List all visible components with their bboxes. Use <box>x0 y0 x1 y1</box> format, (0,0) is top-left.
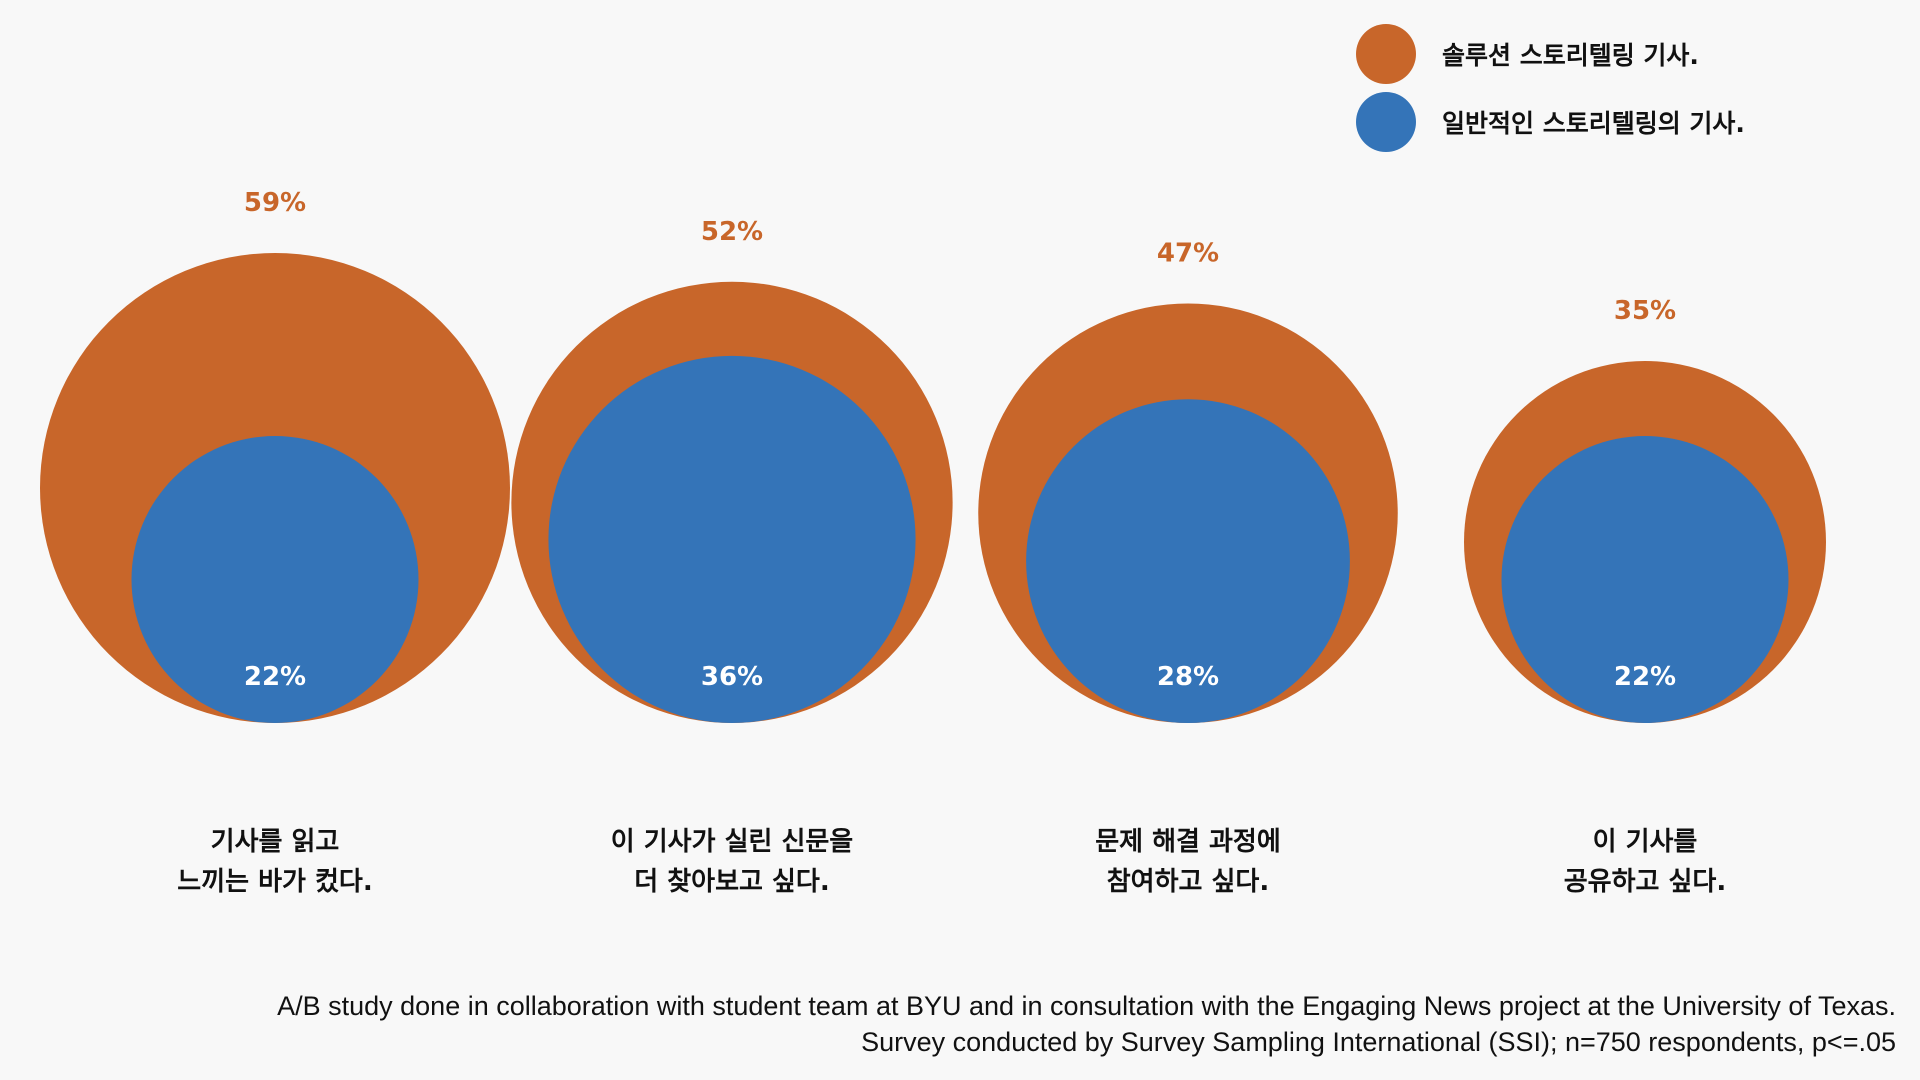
inner-bubble-1 <box>131 435 419 723</box>
category-label-4-line-1: 이 기사를 <box>1593 827 1698 857</box>
inner-bubble-3 <box>1026 399 1350 723</box>
category-label-3-line-1: 문제 해결 과정에 <box>1095 827 1281 857</box>
category-label-1-line-1: 기사를 읽고 <box>211 827 340 857</box>
inner-value-label-4: 22% <box>1614 662 1676 692</box>
outer-value-label-4: 35% <box>1614 296 1676 326</box>
inner-value-label-3: 28% <box>1157 662 1219 692</box>
inner-bubble-2 <box>548 355 916 723</box>
inner-value-label-2: 36% <box>701 662 763 692</box>
legend: 솔루션 스토리텔링 기사. 일반적인 스토리텔링의 기사. <box>1356 24 1745 160</box>
outer-value-label-1: 59% <box>244 188 306 218</box>
inner-bubble-4 <box>1501 435 1789 723</box>
outer-value-label-3: 47% <box>1157 239 1219 269</box>
outer-value-label-2: 52% <box>701 217 763 247</box>
category-label-2-line-1: 이 기사가 실린 신문을 <box>611 827 853 857</box>
category-label-2-line-2: 더 찾아보고 싶다. <box>634 867 829 897</box>
legend-swatch-solution <box>1356 24 1416 84</box>
footnote-line-2: Survey conducted by Survey Sampling Inte… <box>861 1027 1896 1057</box>
category-label-4-line-2: 공유하고 싶다. <box>1564 867 1726 897</box>
category-label-1-line-2: 느끼는 바가 컸다. <box>177 867 372 897</box>
legend-swatch-general <box>1356 92 1416 152</box>
legend-item-general: 일반적인 스토리텔링의 기사. <box>1356 92 1745 152</box>
legend-label-solution: 솔루션 스토리텔링 기사. <box>1442 41 1699 70</box>
footnote-line-1: A/B study done in collaboration with stu… <box>277 991 1896 1021</box>
category-label-3-line-2: 참여하고 싶다. <box>1107 867 1269 897</box>
footnote: A/B study done in collaboration with stu… <box>277 988 1896 1060</box>
legend-item-solution: 솔루션 스토리텔링 기사. <box>1356 24 1745 84</box>
inner-value-label-1: 22% <box>244 662 306 692</box>
legend-label-general: 일반적인 스토리텔링의 기사. <box>1442 109 1745 138</box>
